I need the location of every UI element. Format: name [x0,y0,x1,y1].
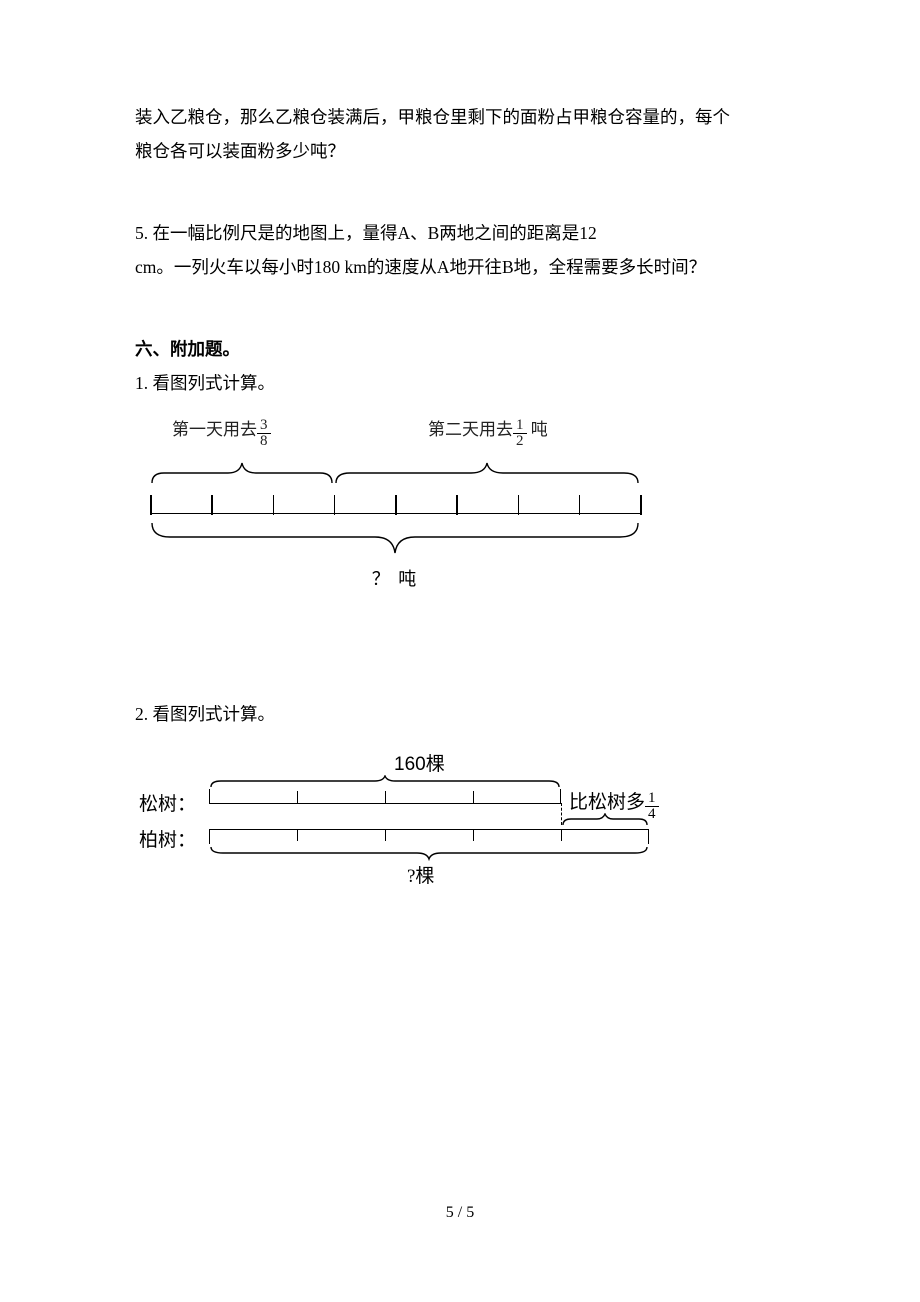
d1-tick [640,495,642,515]
d2-brace-bottom [209,845,649,861]
d2-tick [297,791,298,803]
frac-num: 1 [513,418,527,434]
prev-q-line2: 粮仓各可以装面粉多少吨？ [135,134,802,168]
d1-frac-1-2: 12 [513,418,527,449]
d2-brace-top [209,775,561,789]
d2-tick [297,829,298,841]
d1-label1-text: 第一天用去 [172,420,257,439]
d2-ticks-pine [209,791,561,805]
d2-side-label: 比松树多14 [569,787,659,822]
d1-brace-total [150,519,640,559]
d1-tick [334,495,336,515]
spacer [135,615,802,663]
q6-2-text: 2. 看图列式计算。 [135,697,802,731]
d1-tick [273,495,275,515]
frac-num: 3 [257,418,271,434]
d1-question-label: ？ 吨 [150,565,640,591]
d2-tick [473,791,474,803]
d1-brace-day1 [150,461,334,487]
d1-label2-text: 第二天用去 [428,420,513,439]
d2-label-pine: 松树： [139,789,196,816]
prev-q-line1: 装入乙粮仓，那么乙粮仓装满后，甲粮仓里剩下的面粉占甲粮仓容量的，每个 [135,100,802,134]
q6-1-text: 1. 看图列式计算。 [135,366,802,400]
d1-tick [395,495,397,515]
d2-tick [561,829,562,841]
d1-tick [150,495,152,515]
d1-tick [579,495,581,515]
page-number: 5 / 5 [0,1204,920,1222]
d1-tick [456,495,458,515]
d2-top-label: 160棵 [394,749,445,776]
d1-frac-3-8: 38 [257,418,271,449]
d2-ticks-cypress [209,829,649,843]
d1-tick [518,495,520,515]
page: 装入乙粮仓，那么乙粮仓装满后，甲粮仓里剩下的面粉占甲粮仓容量的，每个 粮仓各可以… [0,0,920,1302]
frac-den: 2 [513,434,527,449]
d1-top-labels: 第一天用去38 第二天用去12 吨 [150,415,640,455]
d1-label2-suffix: 吨 [527,420,548,439]
q5-line2: cm。一列火车以每小时180 km的速度从A地开往B地，全程需要多长时间？ [135,250,802,284]
d2-label-cypress: 柏树： [139,825,196,852]
d2-tick [385,829,386,841]
spacer [135,284,802,332]
spacer [135,168,802,216]
d1-brace-day2 [334,461,640,487]
d1-label-day1: 第一天用去38 [172,415,271,449]
d1-tick [211,495,213,515]
d1-label-day2: 第二天用去12 吨 [428,415,548,449]
d2-tick [385,791,386,803]
spacer [135,663,802,697]
d2-frac-1-4: 14 [645,791,659,822]
diagram-1: 第一天用去38 第二天用去12 吨 ？ 吨 [150,415,640,615]
d2-side-text: 比松树多 [569,792,645,813]
frac-den: 4 [645,807,659,822]
section-6-heading: 六、附加题。 [135,332,802,366]
frac-den: 8 [257,434,271,449]
d2-question-label: ?棵 [407,861,434,888]
q5-line1: 5. 在一幅比例尺是的地图上，量得A、B两地之间的距离是12 [135,216,802,250]
d1-number-line [150,493,640,515]
diagram-2: 160棵 松树： 柏树： 比松树多14 ?棵 [139,749,759,894]
frac-num: 1 [645,791,659,807]
d2-tick [473,829,474,841]
